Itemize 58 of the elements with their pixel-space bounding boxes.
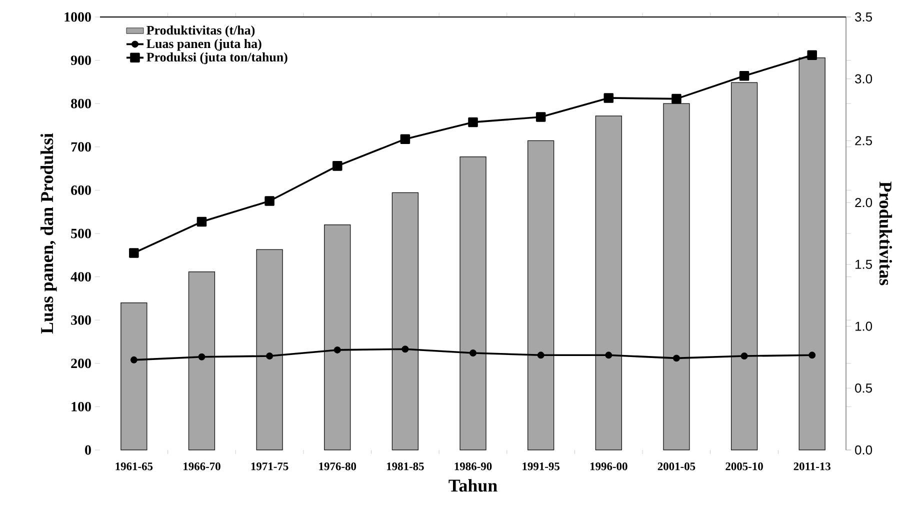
point	[266, 352, 274, 360]
x-tick-label: 2005-10	[726, 462, 763, 470]
y2-tick-label: 1.5	[856, 260, 872, 269]
y2-tick-label: 0.5	[855, 384, 872, 393]
point	[130, 356, 138, 364]
point	[740, 352, 748, 360]
point	[537, 352, 544, 359]
point	[129, 248, 139, 258]
y2-tick-label: 3.0	[855, 74, 872, 84]
y-tick-label: 700	[71, 142, 91, 152]
y-tick-label: 100	[72, 402, 91, 412]
point	[604, 93, 614, 103]
point	[536, 112, 546, 122]
legend-label: Produksi (juta ton/tahun)	[146, 52, 288, 64]
y-tick-label: 0	[85, 445, 91, 455]
point	[808, 352, 816, 359]
y-tick-label: 900	[70, 56, 91, 65]
y2-tick-label: 2.0	[855, 198, 872, 208]
y2-tick-label: 1.0	[856, 322, 872, 331]
legend-label: Produktivitas (t/ha)	[146, 26, 255, 38]
point	[470, 350, 476, 356]
legend-label: Luas panen (juta ha)	[146, 38, 262, 51]
point	[672, 354, 680, 362]
x-tick-label: 1971-75	[251, 462, 288, 470]
point	[402, 346, 409, 353]
x-tick-label: 1996-00	[590, 462, 628, 470]
y-tick-label: 400	[70, 272, 91, 282]
point	[739, 70, 750, 81]
y-tick-label: 800	[71, 98, 91, 108]
point	[468, 117, 478, 128]
point	[605, 352, 612, 359]
y-tick-label: 300	[71, 315, 91, 325]
point	[672, 94, 682, 104]
x-axis-title: Tahun	[448, 479, 498, 492]
point	[198, 353, 206, 360]
y-tick-label: 600	[71, 185, 91, 195]
x-tick-label: 2011-13	[794, 462, 830, 470]
y-tick-label: 500	[71, 228, 91, 238]
x-tick-label: 1961-65	[116, 462, 153, 470]
x-tick-label: 1981-85	[387, 462, 424, 470]
x-tick-label: 1976-80	[319, 462, 356, 470]
y-tick-label: 200	[71, 358, 91, 368]
point	[196, 216, 207, 227]
y-tick-label: 1000	[64, 12, 91, 22]
point	[334, 346, 341, 354]
y2-axis-title: Produktivitas	[879, 182, 892, 286]
point	[332, 161, 342, 171]
point	[400, 134, 410, 144]
y-axis-title: Luas panen, dan Produksi	[40, 133, 57, 334]
x-tick-label: 2001-05	[658, 462, 696, 470]
x-tick-label: 1966-70	[184, 462, 220, 470]
y2-tick-label: 2.5	[855, 136, 872, 146]
point	[264, 196, 274, 206]
y2-tick-label: 0.0	[855, 445, 872, 455]
point	[807, 50, 817, 60]
y2-tick-label: 3.5	[855, 12, 872, 22]
x-tick-label: 1986-90	[454, 462, 492, 470]
x-tick-label: 1991-95	[522, 462, 560, 470]
